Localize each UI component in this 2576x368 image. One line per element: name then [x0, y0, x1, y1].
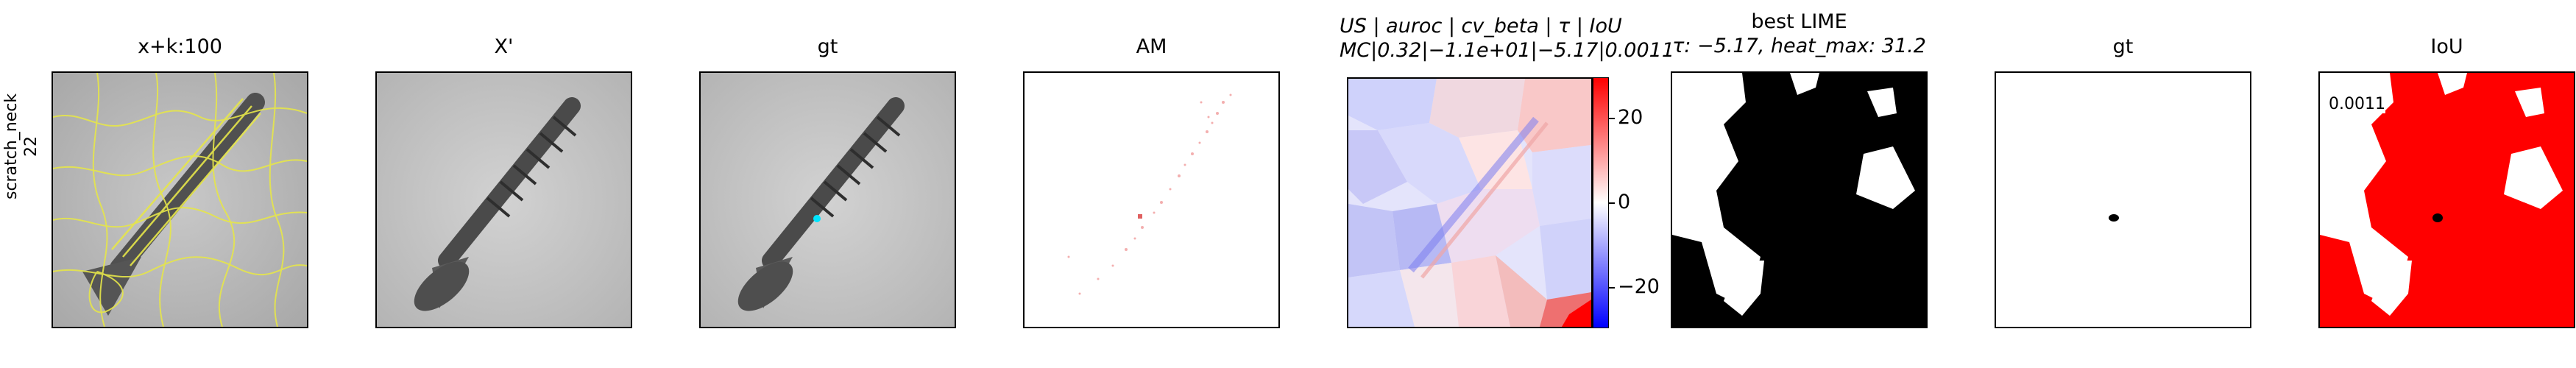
colorbar-tick-mark-0 [1609, 202, 1615, 204]
heat-title-line2: MC|0.32|−1.1e+01|−5.17|0.0011 [1340, 39, 1675, 62]
colorbar [1593, 77, 1609, 328]
gt1-panel [699, 71, 956, 328]
am-title: AM [1136, 35, 1167, 58]
heat-panel [1347, 77, 1593, 328]
gt2-marker [2109, 214, 2119, 222]
lime-mask-image [1672, 73, 1926, 327]
gt2-image [1996, 73, 2250, 327]
screw-shape [110, 93, 265, 277]
gt2-panel [1995, 71, 2251, 328]
lime-title-line2: τ: −5.17, heat_max: 31.2 [1672, 35, 1926, 57]
iou-gt-marker [2432, 213, 2443, 222]
row-label: scratch_neck 22 [1, 93, 41, 199]
lime-region-right [1856, 146, 1915, 209]
colorbar-tick-mark-neg20 [1609, 287, 1615, 289]
superpixel-boundaries [53, 73, 307, 327]
lime-panel [1671, 71, 1928, 328]
am-panel [1023, 71, 1280, 328]
gt-marker [813, 215, 821, 222]
superpixels-title: x+k:100 [138, 35, 222, 58]
xprime-panel [375, 71, 632, 328]
heat-title-line1: US | auroc | cv_beta | τ | IoU [1340, 15, 1622, 38]
colorbar-tick-20: 20 [1618, 106, 1643, 129]
heat-image [1348, 79, 1591, 327]
gt1-title: gt [817, 35, 838, 58]
lime-title-line1: best LIME [1751, 10, 1847, 33]
xprime-image [377, 73, 631, 327]
xprime-title: X' [494, 35, 514, 58]
superpixels-image [53, 73, 307, 327]
am-image [1025, 73, 1278, 327]
colorbar-tick-0: 0 [1618, 191, 1631, 213]
gt1-image [701, 73, 955, 327]
iou-title: IoU [2430, 35, 2463, 58]
anomaly-map-dots [1067, 93, 1232, 295]
colorbar-tick-neg20: −20 [1618, 275, 1660, 298]
colorbar-tick-mark-20 [1609, 118, 1615, 119]
iou-panel: 0.0011 [2318, 71, 2575, 328]
gt2-title: gt [2112, 35, 2134, 58]
iou-value: 0.0011 [2329, 95, 2385, 113]
am-hotspot [1138, 214, 1142, 219]
row-label-line1: scratch_neck [2, 93, 21, 199]
superpixels-panel [52, 71, 308, 328]
iou-image [2320, 73, 2574, 327]
lime-region-left [1672, 73, 1761, 308]
row-label-line2: 22 [22, 135, 40, 157]
